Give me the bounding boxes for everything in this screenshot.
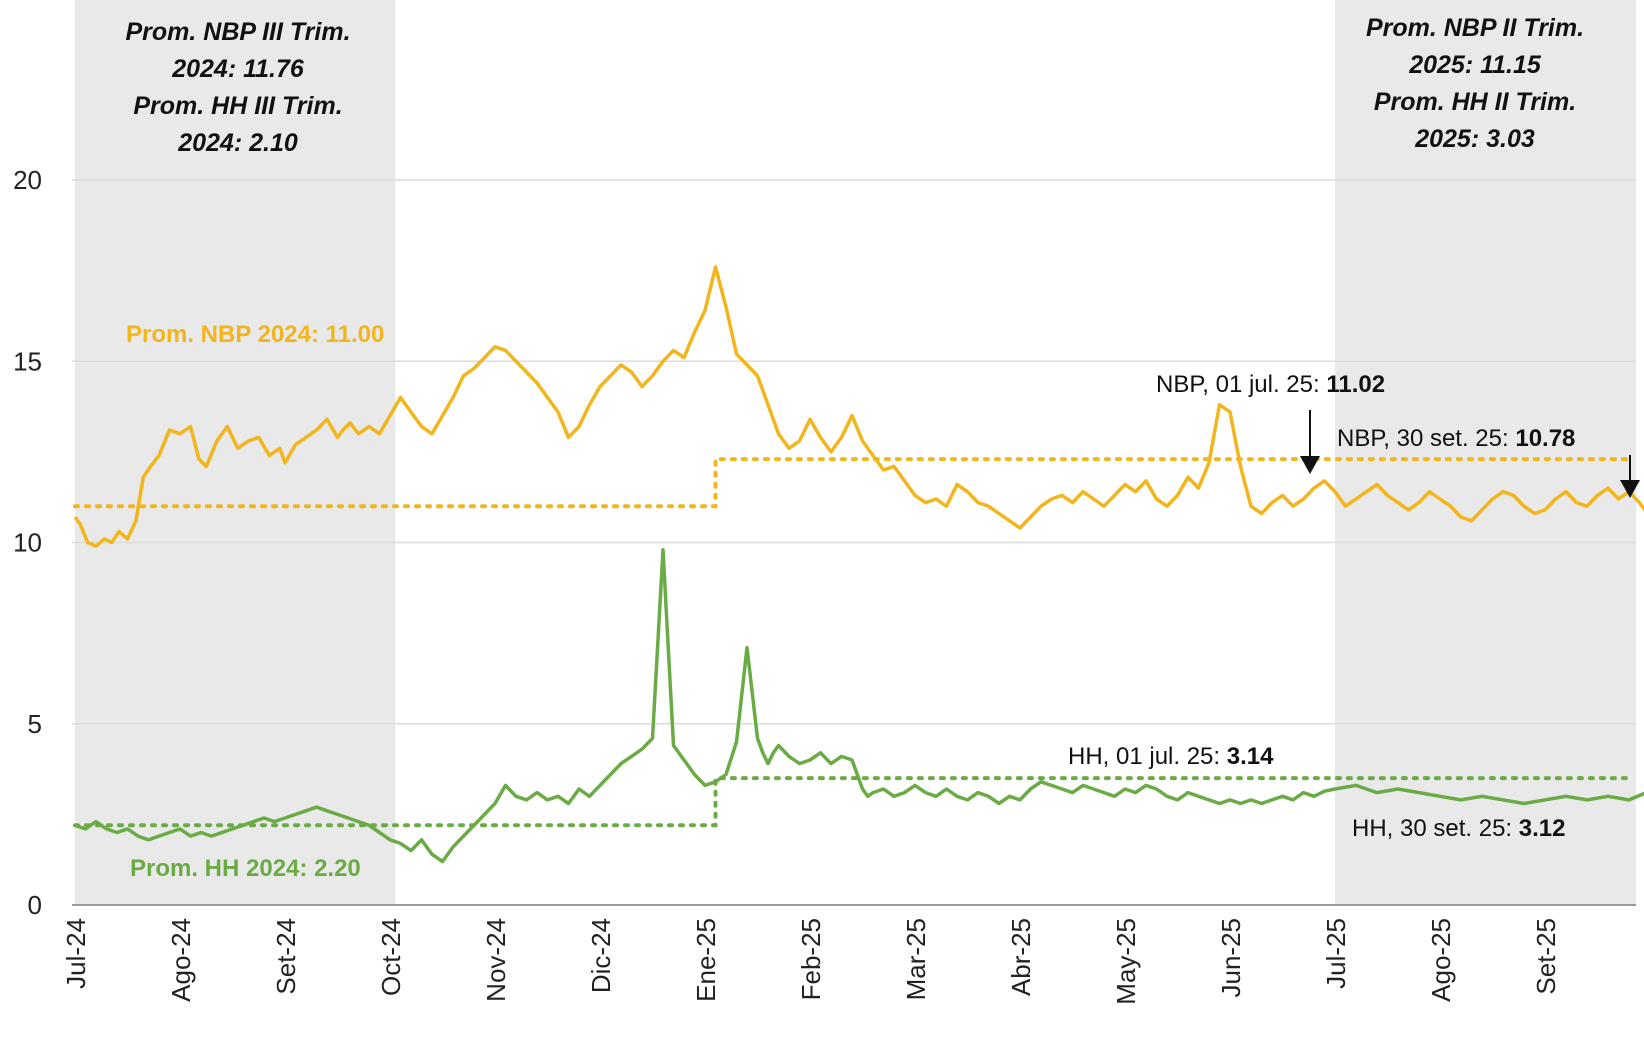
annotation-q2-2025-line-3: Prom. HH II Trim. bbox=[1374, 88, 1576, 116]
x-tick-label: Nov-24 bbox=[481, 918, 511, 1002]
reference-line-hh bbox=[73, 776, 1634, 828]
x-tick-label: Abr-25 bbox=[1006, 918, 1036, 996]
y-tick-label: 10 bbox=[13, 528, 42, 558]
annotation-hh-jul: HH, 01 jul. 25: 3.14 bbox=[1068, 743, 1274, 770]
x-tick-label: May-25 bbox=[1111, 918, 1141, 1005]
annotation-hh-avg-2024: Prom. HH 2024: 2.20 bbox=[130, 855, 361, 882]
annotation-q3-2024-line-1: Prom. NBP III Trim. bbox=[125, 18, 350, 46]
gridlines bbox=[72, 179, 1636, 906]
x-tick-label: Dic-24 bbox=[586, 918, 616, 993]
x-tick-label: Ago-25 bbox=[1426, 918, 1456, 1002]
y-tick-label: 15 bbox=[13, 346, 42, 376]
x-tick-label: Ago-24 bbox=[166, 918, 196, 1002]
series-line-hh bbox=[74, 548, 1644, 864]
y-axis-ticks: 0 5 10 15 20 bbox=[13, 165, 42, 920]
annotation-nbp-jul: NBP, 01 jul. 25: 11.02 bbox=[1156, 371, 1385, 398]
series-line-nbp bbox=[73, 265, 1644, 548]
annotation-nbp-sep-value: 10.78 bbox=[1515, 425, 1575, 452]
x-tick-label: Set-25 bbox=[1531, 918, 1561, 995]
annotation-hh-jul-value: 3.14 bbox=[1227, 743, 1274, 770]
annotation-hh-jul-label: HH, 01 jul. 25: bbox=[1068, 743, 1227, 770]
series-lines bbox=[73, 265, 1644, 864]
annotation-q2-2025-line-1: Prom. NBP II Trim. bbox=[1366, 14, 1584, 42]
annotation-q2-2025-line-2: 2025: 11.15 bbox=[1408, 51, 1542, 79]
annotation-q3-2024: Prom. NBP III Trim. 2024: 11.76 Prom. HH… bbox=[125, 18, 350, 157]
arrow-nbp-jul bbox=[1300, 410, 1320, 474]
x-tick-label: Ene-25 bbox=[691, 918, 721, 1002]
annotation-q3-2024-line-4: 2024: 2.10 bbox=[177, 129, 298, 157]
annotation-nbp-sep-label: NBP, 30 set. 25: bbox=[1337, 425, 1515, 452]
x-axis-ticks: Jul-24 Ago-24 Set-24 Oct-24 Nov-24 Dic-24 Ene-… bbox=[61, 918, 1561, 1005]
shaded-period-0 bbox=[75, 0, 396, 905]
annotation-nbp-sep: NBP, 30 set. 25: 10.78 bbox=[1337, 425, 1575, 452]
annotation-hh-sep-label: HH, 30 set. 25: bbox=[1352, 815, 1519, 842]
x-tick-label: Jul-25 bbox=[1321, 918, 1351, 989]
annotation-q3-2024-line-2: 2024: 11.76 bbox=[171, 55, 305, 83]
shaded-periods bbox=[75, 0, 1636, 905]
annotation-q2-2025: Prom. NBP II Trim. 2025: 11.15 Prom. HH … bbox=[1366, 14, 1584, 153]
x-tick-label: Jul-24 bbox=[61, 918, 91, 989]
annotation-nbp-jul-label: NBP, 01 jul. 25: bbox=[1156, 371, 1326, 398]
y-tick-label: 20 bbox=[13, 165, 42, 195]
x-tick-label: Set-24 bbox=[271, 918, 301, 995]
x-tick-label: Feb-25 bbox=[796, 918, 826, 1000]
annotation-hh-sep: HH, 30 set. 25: 3.12 bbox=[1352, 815, 1565, 842]
shaded-period-1 bbox=[1335, 0, 1636, 905]
reference-line-nbp bbox=[73, 457, 1634, 509]
annotation-hh-sep-value: 3.12 bbox=[1519, 815, 1566, 842]
y-tick-label: 0 bbox=[28, 890, 42, 920]
x-tick-label: Jun-25 bbox=[1216, 918, 1246, 998]
annotation-q3-2024-line-3: Prom. HH III Trim. bbox=[133, 92, 342, 120]
x-tick-label: Oct-24 bbox=[376, 918, 406, 996]
annotation-nbp-jul-value: 11.02 bbox=[1326, 371, 1385, 398]
arrow-nbp-sep bbox=[1620, 455, 1640, 498]
x-tick-label: Mar-25 bbox=[901, 918, 931, 1000]
average-reference-lines bbox=[73, 457, 1634, 828]
y-tick-label: 5 bbox=[28, 709, 42, 739]
annotation-nbp-avg-2024: Prom. NBP 2024: 11.00 bbox=[126, 321, 384, 348]
annotation-q2-2025-line-4: 2025: 3.03 bbox=[1414, 125, 1535, 153]
